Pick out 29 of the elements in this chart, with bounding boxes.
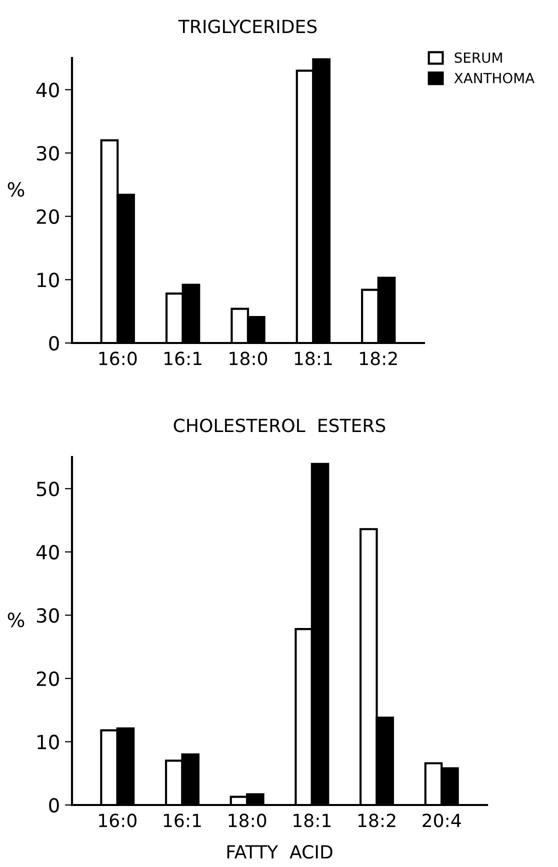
y-tick-label: 0 bbox=[49, 336, 59, 351]
y-tick-label: 10 bbox=[38, 734, 59, 750]
x-tick-label: 16:1 bbox=[164, 352, 202, 366]
x-tick-label: 18:1 bbox=[294, 352, 332, 366]
y-tick-label: 0 bbox=[49, 798, 59, 813]
y-tick-label: 50 bbox=[36, 482, 59, 496]
chart-title: TRIGLYCERIDES bbox=[178, 20, 317, 34]
y-tick-label: 40 bbox=[36, 82, 59, 98]
x-tick-label: 18:1 bbox=[294, 814, 331, 828]
y-tick-label: 20 bbox=[36, 209, 59, 224]
x-tick-label: 16:0 bbox=[99, 814, 136, 828]
x-tick-label: 18:0 bbox=[230, 352, 268, 366]
y-tick-label: 40 bbox=[36, 544, 59, 560]
y-tick-label: 10 bbox=[38, 272, 59, 288]
x-tick-label: 18:2 bbox=[358, 814, 396, 828]
y-tick-label: 30 bbox=[36, 608, 59, 623]
x-tick-label: 20:4 bbox=[422, 814, 461, 828]
y-axis-title: % bbox=[8, 612, 24, 628]
y-tick-label: 30 bbox=[36, 146, 59, 161]
y-tick-label: 20 bbox=[36, 671, 59, 686]
x-tick-label: 18:2 bbox=[360, 352, 397, 366]
x-tick-label: 16:1 bbox=[164, 814, 201, 828]
x-tick-label: 18:0 bbox=[228, 814, 266, 828]
x-tick-label: 16:0 bbox=[99, 352, 137, 366]
legend-label: XANTHOMA bbox=[454, 72, 534, 84]
chart-title: CHOLESTEROL ESTERS bbox=[174, 418, 386, 432]
legend-label: SERUM bbox=[454, 52, 502, 63]
x-axis-title: FATTY ACID bbox=[227, 845, 332, 859]
y-axis-title: % bbox=[8, 182, 24, 197]
